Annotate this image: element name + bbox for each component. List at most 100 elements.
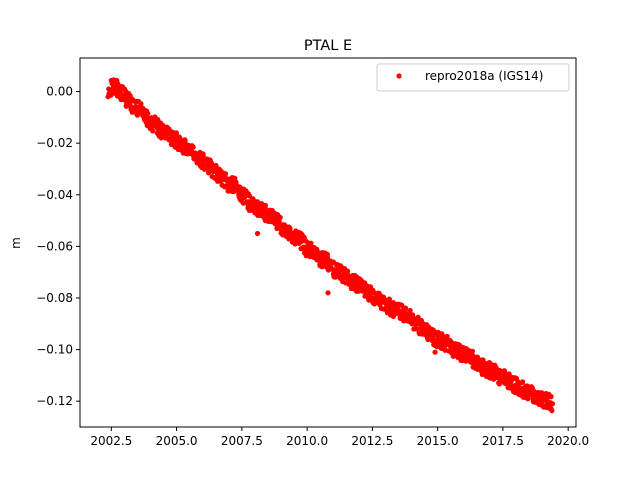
data-point xyxy=(153,122,159,128)
data-point xyxy=(444,333,450,339)
data-point xyxy=(179,143,185,149)
y-tick-label: 0.00 xyxy=(46,85,73,99)
data-point xyxy=(215,171,221,177)
data-point xyxy=(257,207,263,213)
data-point xyxy=(476,362,483,368)
data-point xyxy=(277,214,283,221)
data-point xyxy=(168,135,174,141)
data-point xyxy=(440,339,446,345)
data-point xyxy=(502,375,509,381)
data-point xyxy=(549,401,556,407)
data-point xyxy=(549,408,555,414)
data-point xyxy=(393,308,399,314)
y-tick-label: −0.04 xyxy=(36,188,73,202)
data-point xyxy=(158,127,164,133)
data-point xyxy=(325,259,331,265)
x-tick-label: 2012.5 xyxy=(351,434,393,448)
data-point xyxy=(435,336,441,342)
data-point xyxy=(529,390,535,397)
data-point xyxy=(455,349,462,355)
data-point xyxy=(429,334,436,340)
data-point xyxy=(513,383,519,389)
plot-frame xyxy=(79,57,577,428)
data-point xyxy=(523,388,530,394)
data-point xyxy=(189,150,195,157)
data-point xyxy=(548,394,554,400)
data-point xyxy=(288,233,295,239)
data-point xyxy=(147,119,154,126)
y-tick-label: −0.12 xyxy=(36,394,73,408)
data-point xyxy=(508,380,514,386)
data-point xyxy=(163,130,169,136)
data-point xyxy=(398,308,404,314)
data-point xyxy=(200,158,206,164)
data-point xyxy=(356,282,362,288)
y-axis: 0.00 −0.02 −0.04 −0.06 −0.08 −0.10 −0.12 xyxy=(36,85,80,408)
data-point xyxy=(138,101,144,107)
legend: repro2018a (IGS14) xyxy=(376,63,570,92)
data-point xyxy=(142,112,148,118)
x-tick-label: 2007.5 xyxy=(221,434,263,448)
data-points xyxy=(105,77,556,414)
data-point xyxy=(294,236,300,242)
data-point xyxy=(210,168,216,175)
legend-box xyxy=(376,63,570,92)
data-point xyxy=(231,181,237,188)
data-point xyxy=(414,321,420,327)
data-point xyxy=(121,94,127,100)
data-point xyxy=(246,193,253,199)
data-point xyxy=(482,365,488,371)
data-point xyxy=(111,83,117,89)
data-point xyxy=(267,212,274,219)
data-point xyxy=(367,290,373,296)
data-point xyxy=(213,162,219,169)
data-point xyxy=(466,354,472,360)
data-point xyxy=(330,266,336,273)
data-point xyxy=(469,348,476,354)
legend-marker xyxy=(396,73,402,79)
data-point xyxy=(330,259,336,265)
data-point xyxy=(471,357,477,363)
x-tick-label: 2020.0 xyxy=(547,434,589,448)
data-point xyxy=(320,256,326,262)
data-point xyxy=(487,367,493,373)
x-axis: 2002.5 2005.0 2007.5 2010.0 2012.5 2015.0 2017… xyxy=(90,427,589,448)
data-point xyxy=(173,130,180,136)
data-point xyxy=(544,398,550,404)
data-point xyxy=(372,295,378,301)
chart-title: PTAL E xyxy=(304,38,352,54)
data-point xyxy=(341,272,347,278)
data-point xyxy=(241,194,248,200)
data-point xyxy=(445,341,451,348)
data-point xyxy=(432,349,438,355)
data-point xyxy=(273,217,279,224)
data-point xyxy=(287,225,293,231)
data-point xyxy=(149,128,156,134)
data-point xyxy=(461,352,467,358)
data-point xyxy=(539,396,545,402)
x-tick-label: 2002.5 xyxy=(90,434,132,448)
data-point xyxy=(325,290,331,296)
data-point xyxy=(137,107,143,113)
data-point xyxy=(361,287,368,293)
data-point xyxy=(262,210,268,216)
data-point xyxy=(220,176,227,182)
y-axis-title: m xyxy=(9,237,23,249)
data-point xyxy=(205,161,211,167)
data-point xyxy=(194,156,201,162)
data-point xyxy=(116,86,122,92)
data-point xyxy=(402,306,408,312)
data-point xyxy=(497,375,503,381)
data-point xyxy=(106,86,112,92)
legend-label: repro2018a (IGS14) xyxy=(425,69,543,83)
data-point xyxy=(184,145,190,151)
data-point xyxy=(450,346,456,353)
y-tick-label: −0.02 xyxy=(36,136,73,150)
y-tick-label: −0.10 xyxy=(36,343,73,357)
data-point xyxy=(408,316,415,322)
data-point xyxy=(262,202,268,208)
data-point xyxy=(304,246,310,252)
data-point xyxy=(132,104,138,110)
data-point xyxy=(308,240,314,246)
